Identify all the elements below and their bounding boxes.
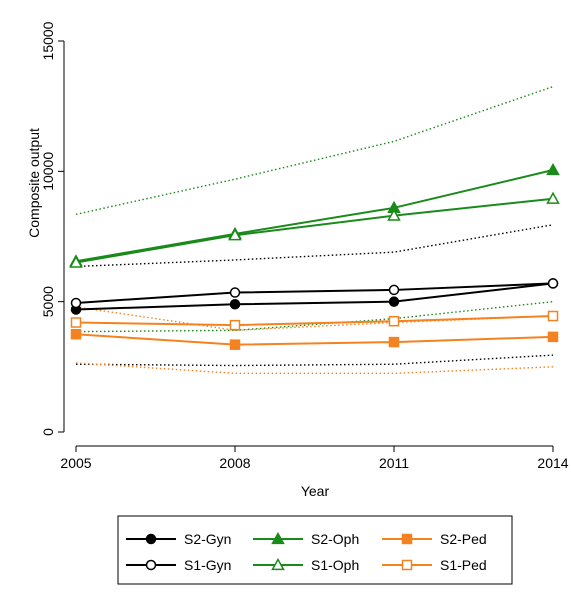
x-axis-ticks: 2005 2008 2011 2014 <box>60 446 569 471</box>
y-axis-ticks: 0 5000 10000 15000 <box>40 21 64 436</box>
legend-marker <box>271 557 285 571</box>
series-line <box>75 282 554 304</box>
y-tick-label: 10000 <box>40 152 56 191</box>
series-line <box>75 362 554 375</box>
legend-label: S1-Ped <box>440 557 487 573</box>
series-dotted-line-9 <box>75 306 554 332</box>
data-point <box>70 297 82 309</box>
data-point <box>229 299 241 310</box>
series-line <box>75 85 554 216</box>
series-s1-oph <box>69 191 560 268</box>
legend-item: S1-Ped <box>382 557 487 573</box>
legend-label: S2-Ped <box>440 531 487 547</box>
legend-item: S2-Oph <box>253 531 359 547</box>
legend-label: S2-Oph <box>311 531 359 547</box>
x-tick-label: 2014 <box>537 455 568 471</box>
legend-item: S1-Oph <box>253 557 359 573</box>
legend-marker <box>145 533 157 545</box>
series-s2-gyn <box>70 278 559 315</box>
legend-marker <box>401 559 413 571</box>
series-line <box>75 224 554 268</box>
legend-marker <box>145 559 157 571</box>
legend-label: S2-Gyn <box>184 531 231 547</box>
legend-label: S1-Oph <box>311 557 359 573</box>
legend-box <box>117 515 513 585</box>
series-line <box>75 333 554 346</box>
legend: S2-Gyn S2-Oph S2-Ped S1-Gyn S1-Oph S1-Ped <box>117 515 513 585</box>
data-point <box>228 228 242 241</box>
data-point <box>229 287 241 298</box>
data-point <box>229 319 241 331</box>
data-point <box>388 336 400 348</box>
legend-marker <box>271 531 285 545</box>
data-point <box>546 191 560 204</box>
series-line <box>75 197 554 264</box>
series-dotted-line-7 <box>75 224 554 268</box>
series-dotted-line-11 <box>75 362 554 375</box>
series-line <box>75 354 554 367</box>
legend-marker <box>401 533 413 545</box>
x-tick-label: 2011 <box>379 455 409 471</box>
series-s2-ped <box>70 329 559 350</box>
series-dotted-line-10 <box>75 354 554 367</box>
data-point <box>388 284 400 296</box>
plot-area: 0 5000 10000 15000 2005 2008 2011 2014 <box>40 21 569 471</box>
data-point <box>229 339 241 350</box>
data-point <box>547 278 559 289</box>
series-line <box>75 315 554 327</box>
series-line <box>75 282 554 311</box>
series-s1-ped <box>70 310 559 331</box>
data-point <box>547 331 559 343</box>
legend-item: S2-Ped <box>382 531 487 547</box>
y-tick-label: 5000 <box>40 286 56 317</box>
y-axis-title: Composite output <box>26 128 42 238</box>
data-point <box>388 315 400 327</box>
data-point <box>387 208 401 221</box>
legend-label: S1-Gyn <box>184 557 231 573</box>
series-dotted-line-6 <box>75 85 554 216</box>
x-tick-label: 2008 <box>219 455 250 471</box>
data-point <box>547 310 559 322</box>
data-point <box>388 296 400 307</box>
series-line <box>75 306 554 332</box>
data-point <box>70 317 82 328</box>
legend-item: S1-Gyn <box>126 557 231 573</box>
series-s1-gyn <box>70 278 559 309</box>
data-point <box>70 329 82 340</box>
data-point <box>546 162 560 176</box>
legend-item: S2-Gyn <box>126 531 231 547</box>
y-tick-label: 15000 <box>40 21 56 60</box>
series-layer <box>69 85 560 375</box>
data-point <box>69 255 83 268</box>
x-axis-title: Year <box>301 483 330 499</box>
series-line <box>75 169 554 263</box>
x-tick-label: 2005 <box>60 455 91 471</box>
y-tick-label: 0 <box>40 428 56 436</box>
